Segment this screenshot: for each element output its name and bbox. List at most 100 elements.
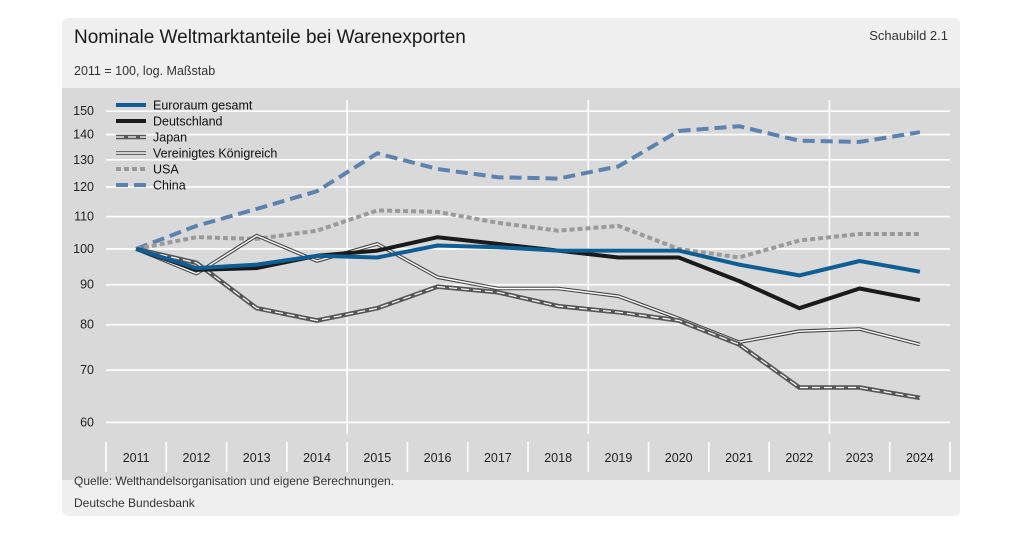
- data-point-deutschland-2013: [255, 267, 258, 270]
- data-point-vereinigtes-k-nigreich-2012: [195, 272, 198, 275]
- data-point-euroraum-gesamt-2012: [195, 267, 198, 270]
- data-point-china-2012: [195, 224, 198, 227]
- data-point-deutschland-2019: [617, 256, 620, 259]
- legend-label-japan: Japan: [153, 131, 187, 145]
- data-point-euroraum-gesamt-2019: [617, 249, 620, 252]
- series-line-usa: [135, 208, 920, 260]
- data-point-usa-2024: [918, 232, 921, 235]
- data-point-euroraum-gesamt-2013: [255, 263, 258, 266]
- data-point-euroraum-gesamt-2018: [557, 249, 560, 252]
- line-chart: 60 70 80 90 100 110 120 130 140 150 2011 2012 2013 20…: [73, 99, 951, 472]
- legend-label-china: China: [153, 179, 186, 193]
- publisher-note: Deutsche Bundesbank: [74, 496, 195, 510]
- x-tick-label-2024: 2024: [906, 451, 934, 465]
- data-point-china-2023: [858, 140, 861, 143]
- data-point-usa-2014: [316, 229, 319, 232]
- x-tick-label-2015: 2015: [363, 451, 391, 465]
- data-point-vereinigtes-k-nigreich-2014: [316, 260, 319, 263]
- data-point-deutschland-2021: [738, 279, 741, 282]
- y-tick-label-60: 60: [80, 415, 94, 429]
- series-line-japan-inner: [135, 248, 921, 399]
- plot-area: 60 70 80 90 100 110 120 130 140 150 2011 2012 2013 20…: [62, 88, 960, 480]
- x-tick-label-2022: 2022: [785, 451, 813, 465]
- data-point-japan-2013: [255, 307, 258, 310]
- data-point-china-2020: [677, 129, 680, 132]
- series-line-china: [135, 124, 921, 251]
- x-tick-label-2019: 2019: [605, 451, 633, 465]
- data-point-euroraum-gesamt-2016: [436, 244, 439, 247]
- data-point-china-2015: [376, 152, 379, 155]
- x-tick-label-2012: 2012: [183, 451, 211, 465]
- data-point-japan-2012: [195, 261, 198, 264]
- series-line-euroraum-gesamt: [135, 243, 921, 278]
- y-tick-label-120: 120: [73, 180, 94, 194]
- x-tick-label-2011: 2011: [123, 451, 150, 465]
- data-point-japan-2021: [738, 343, 741, 346]
- series-line-vereinigtes-k-nigreich-inner: [135, 234, 921, 346]
- data-point-usa-2021: [738, 256, 741, 259]
- x-tick-label-2020: 2020: [665, 451, 693, 465]
- data-point-vereinigtes-k-nigreich-2016: [436, 276, 439, 279]
- data-point-deutschland-2016: [436, 236, 439, 239]
- data-point-japan-2020: [677, 319, 680, 322]
- data-point-vereinigtes-k-nigreich-2019: [617, 295, 620, 298]
- data-point-japan-2017: [496, 291, 499, 294]
- y-tick-label-70: 70: [80, 363, 94, 377]
- data-point-china-2014: [316, 190, 319, 193]
- data-point-euroraum-gesamt-2024: [918, 270, 921, 273]
- data-point-usa-2016: [436, 210, 439, 213]
- data-point-china-2016: [436, 168, 439, 171]
- legend-label-vereinigtes-k-nigreich: Vereinigtes Königreich: [153, 147, 277, 161]
- y-tick-label-140: 140: [73, 128, 94, 142]
- series-line-vereinigtes-k-nigreich: [135, 233, 921, 347]
- y-tick-label-80: 80: [80, 318, 94, 332]
- data-point-deutschland-2024: [918, 299, 921, 302]
- y-tick-label-90: 90: [80, 278, 94, 292]
- data-point-china-2013: [255, 207, 258, 210]
- data-point-deutschland-2015: [376, 249, 379, 252]
- x-tick-label-2018: 2018: [544, 451, 572, 465]
- legend-label-usa: USA: [153, 163, 179, 177]
- legend-label-deutschland: Deutschland: [153, 115, 223, 129]
- data-point-japan-2018: [557, 305, 560, 308]
- data-point-japan-2014: [316, 319, 319, 322]
- data-point-china-2021: [738, 125, 741, 128]
- data-point-vereinigtes-k-nigreich-2015: [376, 242, 379, 245]
- figure-number: Schaubild 2.1: [869, 28, 948, 43]
- y-tick-label-100: 100: [73, 242, 94, 256]
- data-point-japan-2023: [858, 386, 861, 389]
- data-point-usa-2018: [557, 229, 560, 232]
- data-point-china-2019: [617, 165, 620, 168]
- source-note: Quelle: Welthandelsorganisation und eige…: [74, 474, 395, 488]
- data-point-euroraum-gesamt-2017: [496, 246, 499, 249]
- data-point-usa-2015: [376, 209, 379, 212]
- x-tick-label-2013: 2013: [243, 451, 271, 465]
- x-tick-label-2017: 2017: [484, 451, 512, 465]
- data-point-euroraum-gesamt-2015: [376, 256, 379, 259]
- data-point-vereinigtes-k-nigreich-2023: [858, 328, 861, 331]
- data-point-vereinigtes-k-nigreich-2018: [557, 287, 560, 290]
- x-tick-label-2014: 2014: [303, 451, 331, 465]
- data-point-usa-2023: [858, 232, 861, 235]
- data-point-japan-2019: [617, 311, 620, 314]
- x-tick-label-2023: 2023: [846, 451, 874, 465]
- data-point-usa-2022: [798, 239, 801, 242]
- y-tick-label-150: 150: [73, 104, 94, 118]
- data-point-japan-2022: [798, 386, 801, 389]
- data-point-vereinigtes-k-nigreich-2013: [255, 234, 258, 237]
- data-point-china-2017: [496, 176, 499, 179]
- data-point-usa-2012: [195, 236, 198, 239]
- data-point-euroraum-gesamt-2011: [135, 247, 138, 250]
- chart-title: Nominale Weltmarktanteile bei Warenexpor…: [74, 27, 466, 48]
- data-point-deutschland-2023: [858, 287, 861, 290]
- data-point-deutschland-2020: [677, 256, 680, 259]
- y-tick-label-130: 130: [73, 153, 94, 167]
- data-point-usa-2017: [496, 221, 499, 224]
- series-line-japan: [135, 246, 921, 401]
- data-point-usa-2019: [617, 224, 620, 227]
- data-point-china-2018: [557, 177, 560, 180]
- data-point-vereinigtes-k-nigreich-2024: [918, 343, 921, 346]
- chart-card: Nominale Weltmarktanteile bei Warenexpor…: [62, 18, 960, 516]
- x-tick-label-2021: 2021: [725, 451, 753, 465]
- legend-label-euroraum-gesamt: Euroraum gesamt: [153, 99, 253, 113]
